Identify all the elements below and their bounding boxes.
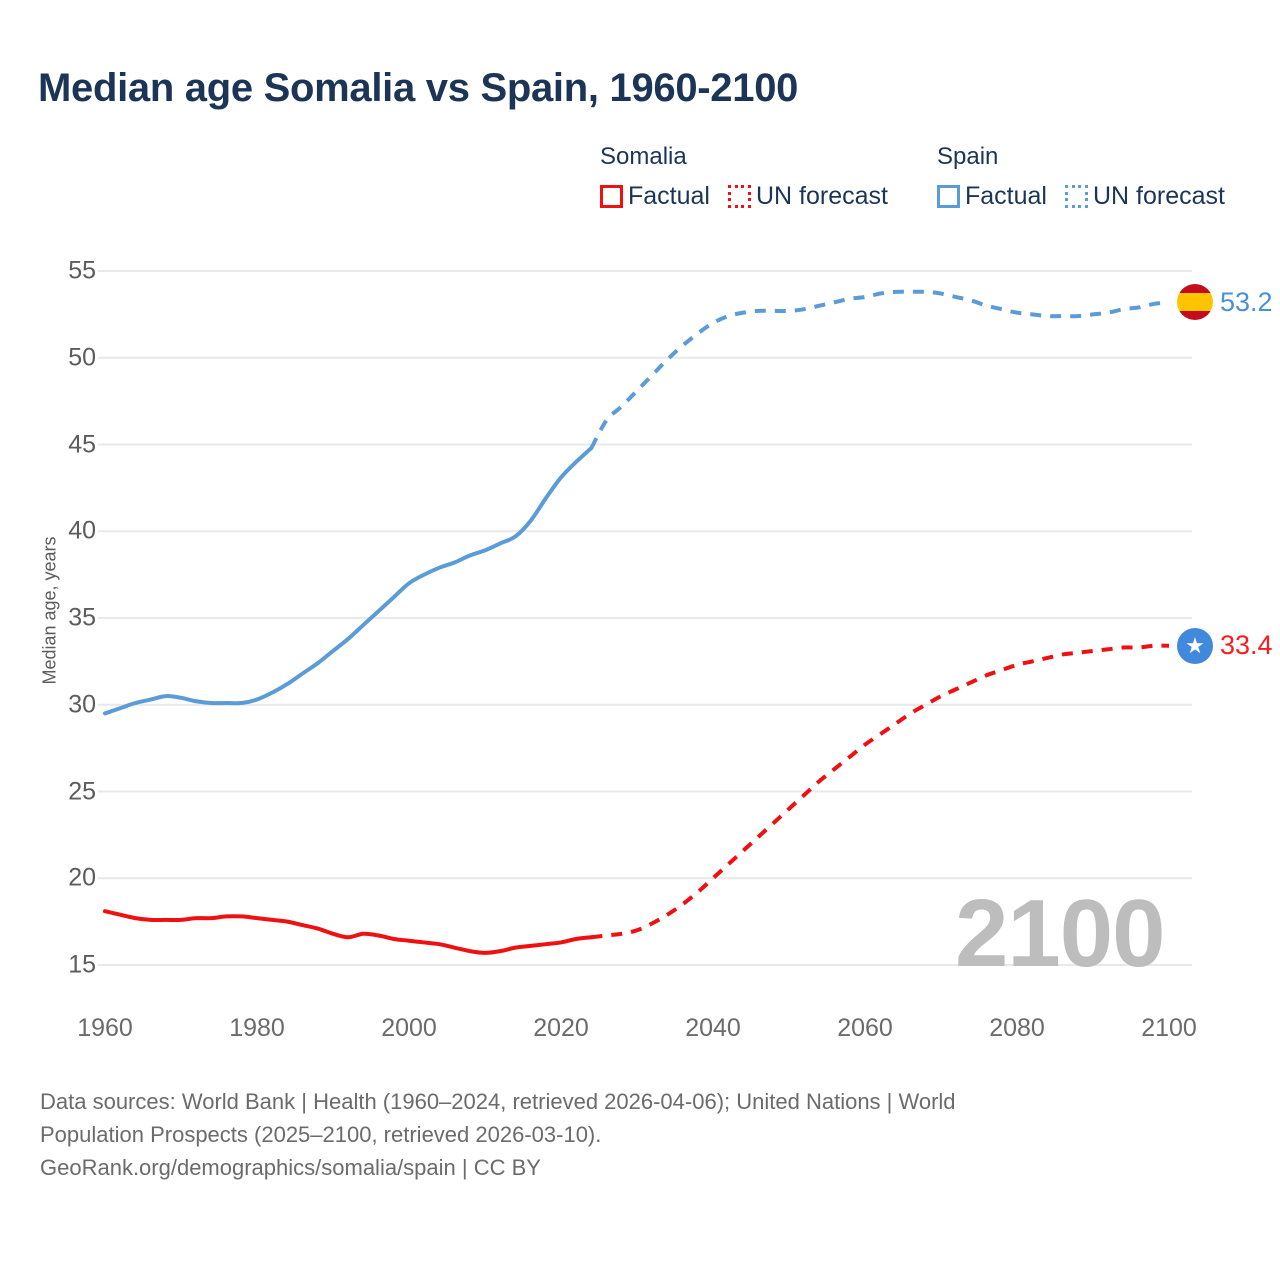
x-tick-label: 2020 [533,1014,589,1042]
endpoint-spain: 53.2 [1177,284,1273,321]
legend-item-somalia-factual[interactable]: Factual [600,182,710,211]
legend-swatch-solid-icon [600,185,623,208]
endpoint-value-spain: 53.2 [1220,286,1273,317]
series-line-forecast-spain [589,289,1170,449]
y-tick-label: 55 [68,256,96,285]
y-tick-label: 15 [68,950,96,979]
legend-label-spain-factual: Factual [965,182,1047,210]
footer-line-2: Population Prospects (2025–2100, retriev… [40,1122,602,1147]
x-tick-label: 1960 [77,1014,133,1042]
legend-item-spain-forecast[interactable]: UN forecast [1064,182,1225,211]
legend-group-somalia: Somalia Factual UN forecast [600,142,888,211]
footer-sources: Data sources: World Bank | Health (1960–… [40,1085,1200,1184]
legend-swatch-dotted-icon [1064,185,1088,208]
series-line-forecast-somalia [591,643,1170,940]
legend-country-spain: Spain [937,143,999,170]
x-tick-label: 2000 [381,1014,437,1042]
x-tick-label: 1980 [229,1014,285,1042]
x-tick-label: 2060 [837,1014,893,1042]
page-title: Median age Somalia vs Spain, 1960-2100 [38,66,799,110]
somalia-flag-icon: ★ [1177,627,1213,664]
y-tick-label: 35 [68,603,96,632]
endpoint-value-somalia: 33.4 [1220,630,1273,661]
legend-label-spain-forecast: UN forecast [1092,182,1225,210]
y-tick-label: 25 [68,777,96,805]
legend-label-somalia-forecast: UN forecast [755,182,888,210]
legend-item-somalia-forecast[interactable]: UN forecast [727,182,888,211]
series-line-factual-somalia [103,909,594,955]
year-watermark: 2100 [955,880,1166,987]
endpoint-somalia: ★ 33.4 [1177,627,1273,664]
footer-line-1: Data sources: World Bank | Health (1960–… [40,1089,956,1114]
legend-country-somalia: Somalia [600,143,687,170]
chart-legend: Somalia Factual UN forecast Spain Factua… [600,142,1260,220]
spain-flag-icon [1177,284,1213,321]
series-line-factual-spain [103,445,594,716]
legend-group-spain: Spain Factual UN forecast [937,142,1225,211]
legend-item-spain-factual[interactable]: Factual [937,182,1047,211]
y-tick-label: 20 [68,863,96,892]
legend-label-somalia-factual: Factual [628,182,710,210]
footer-line-3: GeoRank.org/demographics/somalia/spain |… [40,1155,541,1180]
y-tick-label: 30 [68,690,96,719]
x-tick-label: 2080 [989,1014,1045,1042]
x-tick-label: 2040 [685,1014,741,1042]
legend-swatch-dotted-icon [727,185,751,208]
y-axis-ticks: 15 20 25 30 35 40 45 50 55 [40,0,96,1280]
x-tick-label: 2100 [1141,1014,1197,1042]
y-tick-label: 40 [68,516,96,545]
legend-swatch-solid-icon [937,185,960,208]
y-tick-label: 50 [68,343,96,372]
y-tick-label: 45 [68,430,96,458]
